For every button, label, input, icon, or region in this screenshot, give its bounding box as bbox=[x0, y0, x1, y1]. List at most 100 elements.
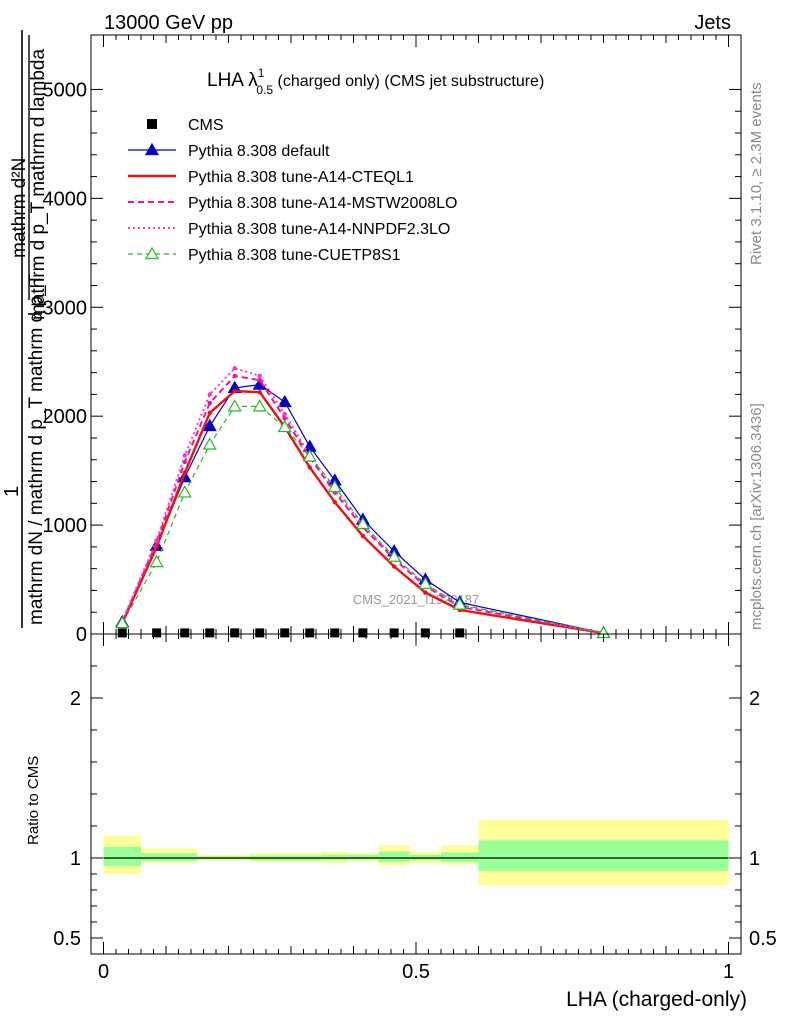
cms-data-point bbox=[230, 628, 240, 638]
x-tick-label: 0.5 bbox=[402, 961, 430, 983]
series-cuetp8s1 bbox=[115, 399, 611, 639]
ratio-band-green bbox=[378, 851, 410, 862]
ratio-panel: 0.5 0.51 12 2 0 0.5 1 Ratio to CMS LHA (charg… bbox=[25, 633, 777, 1011]
data-point bbox=[277, 419, 292, 433]
legend: CMS Pythia 8.308 default Pythia 8.308 tune… bbox=[128, 117, 457, 264]
y-tick-label: 5000 bbox=[43, 79, 88, 101]
x-tick-label: 0 bbox=[98, 961, 109, 983]
y-tick-label: 2000 bbox=[43, 406, 88, 428]
data-point bbox=[232, 366, 237, 371]
ratio-band-green bbox=[478, 840, 729, 871]
cms-data-point bbox=[358, 628, 368, 638]
data-point bbox=[332, 500, 337, 505]
data-point bbox=[360, 533, 366, 539]
cms-data-point bbox=[420, 628, 430, 638]
ratio-y-tick-label: 0.5 bbox=[53, 928, 81, 950]
legend-marker bbox=[144, 142, 160, 156]
data-point bbox=[277, 394, 292, 408]
data-point bbox=[232, 373, 237, 379]
ylabel-den-frac: mathrm d p_T mathrm d lambda bbox=[28, 49, 49, 320]
ratio-band-green bbox=[347, 854, 379, 860]
legend-marker bbox=[144, 246, 160, 260]
data-point bbox=[177, 485, 192, 498]
data-point bbox=[282, 416, 287, 421]
cms-data-point bbox=[117, 628, 127, 638]
data-point bbox=[282, 411, 287, 417]
data-point bbox=[232, 388, 237, 394]
data-point bbox=[154, 538, 159, 543]
title-sub: 0.5 bbox=[256, 83, 273, 97]
y-tick-label: 0 bbox=[76, 624, 87, 646]
main-y-axis: 0 1000 2000 3000 4000 5000 bbox=[43, 79, 741, 646]
rivet-label: Rivet 3.1.10, ≥ 2.3M events bbox=[748, 83, 765, 266]
ratio-band-green bbox=[141, 853, 198, 862]
ratio-bands bbox=[103, 819, 729, 886]
ylabel-den-main: mathrm dN / mathrm d p_T mathrm d p_T bbox=[26, 273, 47, 625]
legend-label: Pythia 8.308 tune-A14-CTEQL1 bbox=[188, 169, 414, 186]
x-tick-label: 1 bbox=[723, 961, 734, 983]
data-point bbox=[252, 399, 267, 412]
title-main: LHA λ bbox=[207, 70, 258, 91]
mcplots-label: mcplots.cern.ch [arXiv:1306.3436] bbox=[748, 403, 765, 630]
cms-data-point bbox=[389, 628, 399, 638]
data-point bbox=[257, 390, 262, 395]
legend-label: CMS bbox=[188, 117, 224, 134]
ratio-y-tick-label: 1 bbox=[70, 848, 81, 870]
ratio-y-tick-label-right: 1 bbox=[749, 848, 760, 870]
y-tick-label: 1000 bbox=[43, 515, 88, 537]
cms-data-point bbox=[255, 628, 265, 638]
data-point bbox=[149, 554, 164, 568]
series-line bbox=[121, 367, 604, 634]
main-series-group bbox=[115, 366, 611, 639]
ratio-y-tick-label-right: 0.5 bbox=[749, 928, 777, 950]
data-point bbox=[257, 373, 262, 379]
data-point bbox=[327, 479, 342, 493]
series-line bbox=[121, 374, 604, 634]
main-y-label: 1 mathrm dN / mathrm d p_T mathrm d p_T … bbox=[1, 30, 49, 628]
data-point bbox=[302, 449, 317, 462]
ratio-x-axis: 0 0.5 1 bbox=[98, 634, 734, 983]
series-line bbox=[121, 405, 604, 634]
legend-item: Pythia 8.308 tune-A14-CTEQL1 bbox=[128, 169, 414, 186]
ratio-y-axis: 0.5 0.5 1 1 2 2 bbox=[53, 665, 777, 950]
data-point bbox=[207, 410, 212, 416]
ratio-y-tick-label-right: 2 bbox=[749, 688, 760, 710]
data-point bbox=[423, 590, 428, 595]
plot-title: LHA λ1 0.5 (charged only) (CMS jet substr… bbox=[207, 66, 544, 97]
ratio-y-tick-label: 2 bbox=[70, 688, 81, 710]
data-point bbox=[115, 615, 130, 629]
data-point bbox=[307, 465, 312, 470]
data-point bbox=[202, 418, 217, 432]
data-point bbox=[257, 378, 262, 383]
ratio-frame bbox=[90, 633, 742, 955]
data-point bbox=[452, 597, 467, 610]
ylabel-num-frac: mathrm d²N bbox=[9, 158, 30, 258]
cms-data-point bbox=[152, 628, 162, 638]
data-point bbox=[207, 400, 212, 406]
main-x-axis-ticks bbox=[103, 35, 729, 634]
legend-item: Pythia 8.308 tune-CUETP8S1 bbox=[128, 246, 401, 264]
cms-data-point bbox=[205, 628, 215, 638]
x-axis-label: LHA (charged-only) bbox=[566, 988, 747, 1011]
series-cms bbox=[117, 628, 465, 638]
ratio-band-green bbox=[441, 852, 479, 862]
data-point bbox=[418, 576, 433, 590]
legend-item: Pythia 8.308 tune-A14-MSTW2008LO bbox=[128, 195, 457, 212]
data-point bbox=[387, 549, 402, 562]
data-point bbox=[355, 516, 370, 530]
ylabel-num-top: 1 bbox=[1, 486, 23, 497]
legend-label: Pythia 8.308 tune-A14-MSTW2008LO bbox=[188, 195, 457, 212]
legend-item: Pythia 8.308 tune-A14-NNPDF2.3LO bbox=[128, 221, 450, 238]
title-rest: (charged only) (CMS jet substructure) bbox=[273, 73, 544, 90]
ratio-y-label: Ratio to CMS bbox=[25, 756, 42, 845]
data-point bbox=[391, 564, 397, 569]
data-point bbox=[182, 470, 187, 476]
legend-marker bbox=[147, 119, 157, 129]
cms-data-point bbox=[305, 628, 315, 638]
legend-label: Pythia 8.308 tune-A14-NNPDF2.3LO bbox=[188, 221, 450, 238]
cms-data-point bbox=[330, 628, 340, 638]
main-panel: CMS_2021_I1920187 010002000300040005000 … bbox=[43, 34, 742, 646]
y-tick-label: 3000 bbox=[43, 297, 88, 319]
title-sup: 1 bbox=[258, 66, 265, 80]
